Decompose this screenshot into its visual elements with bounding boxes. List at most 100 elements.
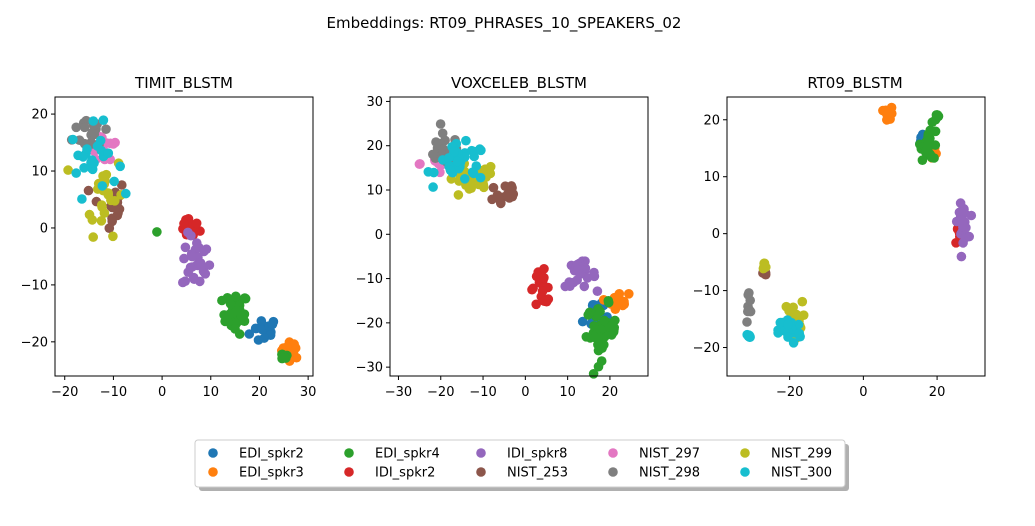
y-tick-label: 10 [366,184,383,199]
scatter-point-edi-spkr4 [225,299,236,309]
x-tick-label: 0 [859,385,867,400]
scatter-point-nist-298 [435,119,446,129]
legend-marker [344,467,354,477]
scatter-point-nist-300 [445,165,456,176]
scatter-point-edi-spkr3 [624,289,634,299]
scatter-point-nist-298 [79,122,90,133]
scatter-point-nist-299 [101,169,112,180]
subplot-title-rt09: RT09_BLSTM [807,74,902,93]
scatter-point-idi-spkr8 [955,207,966,217]
scatter-point-nist-298 [742,317,752,327]
scatter-point-idi-spkr8 [956,215,967,225]
scatter-point-nist-300 [429,167,439,178]
scatter-point-nist-253 [487,194,497,205]
scatter-point-idi-spkr8 [180,276,190,287]
scatter-point-edi-spkr2 [259,333,270,343]
scatter-point-idi-spkr8 [589,267,599,278]
scatter-point-nist-300 [775,317,786,328]
x-tick-label: 0 [521,385,529,400]
scatter-point-nist-300 [109,176,119,187]
scatter-point-idi-spkr8 [195,258,206,268]
scatter-point-idi-spkr8 [955,198,966,208]
scatter-point-nist-298 [744,288,754,298]
scatter-point-nist-300 [97,181,108,191]
scatter-point-idi-spkr8 [579,281,590,292]
scatter-point-nist-299 [108,231,118,242]
y-tick-label: −30 [356,361,383,376]
scatter-point-edi-spkr4 [610,315,620,326]
scatter-point-nist-253 [104,223,115,233]
x-tick-label: 30 [300,385,317,400]
scatter-point-nist-297 [414,159,425,169]
scatter-point-nist-300 [68,134,78,145]
scatter-point-nist-300 [79,163,89,173]
scatter-point-idi-spkr8 [966,210,977,221]
scatter-point-edi-spkr2 [577,316,588,327]
legend-label: EDI_spkr2 [239,447,304,462]
y-tick-label: 30 [366,95,383,110]
legend-marker [344,448,354,458]
scatter-point-nist-298 [745,295,755,306]
scatter-point-nist-300 [78,152,88,162]
axes-frame-timit [54,96,314,377]
scatter-point-nist-300 [71,168,81,178]
figure-title: Embeddings: RT09_PHRASES_10_SPEAKERS_02 [327,14,682,33]
scatter-point-nist-300 [77,194,87,204]
scatter-point-idi-spkr8 [185,262,196,273]
scatter-point-edi-spkr3 [883,108,893,119]
y-tick-label: 0 [40,221,48,236]
scatter-point-idi-spkr2 [179,218,189,229]
ticks-voxceleb: −30 −20 −10 0 10 20 −30 −20 −10 0 10 20 30 [356,95,619,400]
scatter-point-edi-spkr4 [581,332,592,342]
scatter-point-nist-299 [453,190,464,200]
scatter-point-idi-spkr8 [201,244,212,254]
subplot-title-voxceleb: VOXCELEB_BLSTM [451,74,587,93]
scatter-point-idi-spkr8 [573,264,583,275]
scatter-points-timit [63,115,302,366]
y-tick-label: 10 [703,170,720,185]
scatter-point-edi-spkr4 [932,111,942,122]
y-tick-label: 0 [712,227,720,242]
x-tick-label: −30 [385,385,412,400]
scatter-point-nist-298 [101,124,111,134]
y-tick-label: 0 [375,228,383,243]
legend-marker [740,467,750,477]
scatter-point-idi-spkr8 [192,238,202,248]
scatter-point-idi-spkr8 [183,227,193,238]
scatter-point-idi-spkr2 [531,299,541,310]
scatter-point-nist-299 [103,190,114,200]
scatter-point-nist-299 [784,306,794,316]
legend-marker [476,467,486,477]
scatter-point-nist-300 [461,135,471,146]
x-tick-label: 10 [559,385,576,400]
scatter-point-nist-298 [71,122,81,133]
scatter-point-nist-299 [84,209,95,220]
y-tick-label: 20 [31,108,48,123]
scatter-point-idi-spkr2 [539,272,549,283]
scatter-point-edi-spkr4 [922,141,932,151]
scatter-point-nist-300 [87,155,97,165]
scatter-point-edi-spkr4 [231,291,241,302]
scatter-point-idi-spkr2 [539,264,549,274]
scatter-point-nist-253 [502,189,513,200]
legend-label: IDI_spkr8 [507,447,567,462]
scatter-point-nist-300 [88,116,99,126]
x-tick-label: 20 [602,385,619,400]
scatter-point-nist-300 [468,168,479,179]
scatter-point-nist-298 [743,306,753,317]
scatter-point-nist-298 [89,129,100,140]
scatter-point-nist-300 [475,172,486,183]
scatter-points-voxceleb [414,119,634,379]
scatter-point-idi-spkr8 [564,277,574,287]
scatter-point-idi-spkr8 [964,231,974,242]
x-tick-label: −20 [776,385,803,400]
y-tick-label: 10 [31,165,48,180]
legend-marker [608,448,618,458]
scatter-point-edi-spkr4 [232,305,242,316]
legend-label: NIST_297 [639,447,700,462]
scatter-points-rt09 [742,102,977,348]
y-tick-label: −10 [356,272,383,287]
scatter-point-nist-300 [82,144,92,154]
x-tick-label: 20 [251,385,268,400]
scatter-point-nist-300 [471,161,482,171]
